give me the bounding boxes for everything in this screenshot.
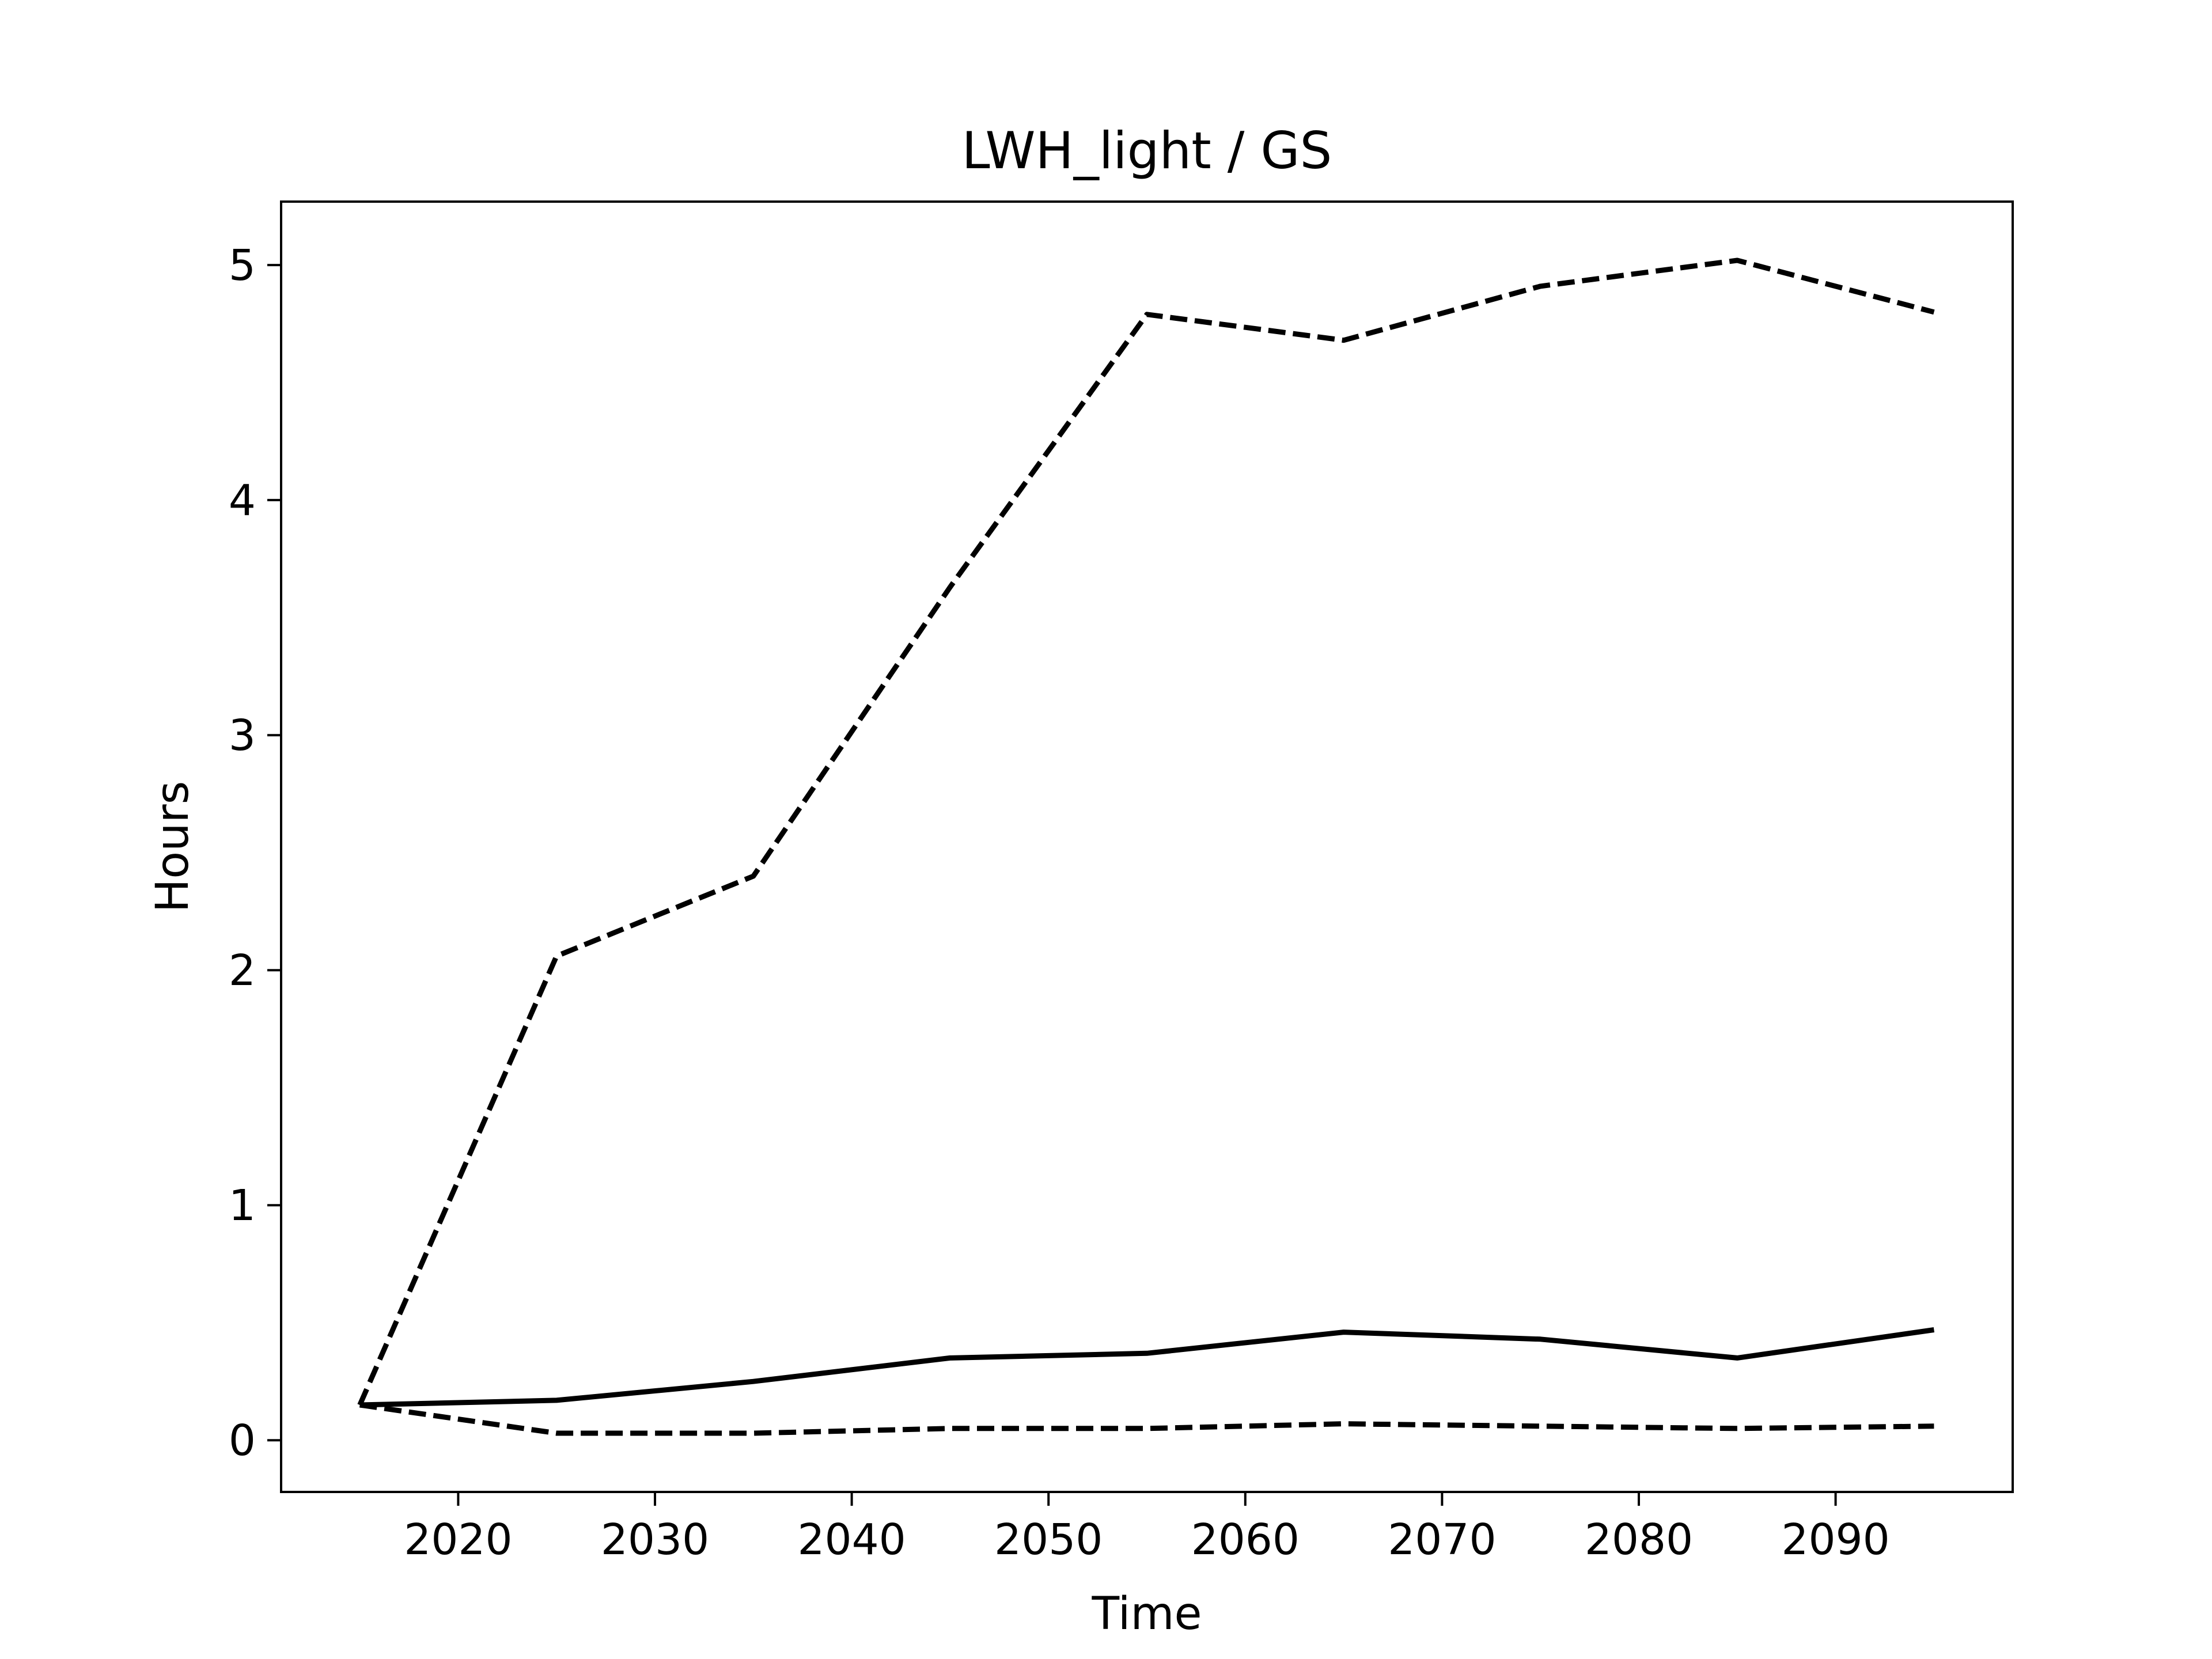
series-line-3 [359,1402,1934,1436]
y-tick-label: 0 [229,1416,256,1465]
series-line-2 [359,1327,1935,1408]
x-tick-label: 2020 [404,1515,512,1565]
y-tick-label: 5 [229,241,256,290]
y-tick-label: 2 [229,946,256,995]
series-layer [357,257,1935,1436]
x-axis-ticks: 2020 2030 2040 2050 2060 2070 2080 2090 [404,1492,1890,1565]
y-tick-label: 3 [229,711,256,760]
y-tick-label: 1 [229,1181,256,1230]
y-tick-label: 4 [229,476,256,525]
x-tick-label: 2070 [1388,1515,1496,1565]
y-axis-ticks: 0 1 2 3 4 5 [229,241,281,1465]
chart-title: LWH_light / GS [962,121,1332,180]
x-tick-label: 2040 [797,1515,906,1565]
x-axis-label: Time [1092,1588,1202,1640]
x-tick-label: 2080 [1585,1515,1693,1565]
plot-frame [280,200,2014,1493]
x-tick-label: 2060 [1191,1515,1300,1565]
x-tick-label: 2050 [994,1515,1103,1565]
x-tick-label: 2030 [601,1515,709,1565]
y-axis-label: Hours [147,781,199,913]
series-line-1 [357,257,1935,1406]
x-tick-label: 2090 [1781,1515,1889,1565]
